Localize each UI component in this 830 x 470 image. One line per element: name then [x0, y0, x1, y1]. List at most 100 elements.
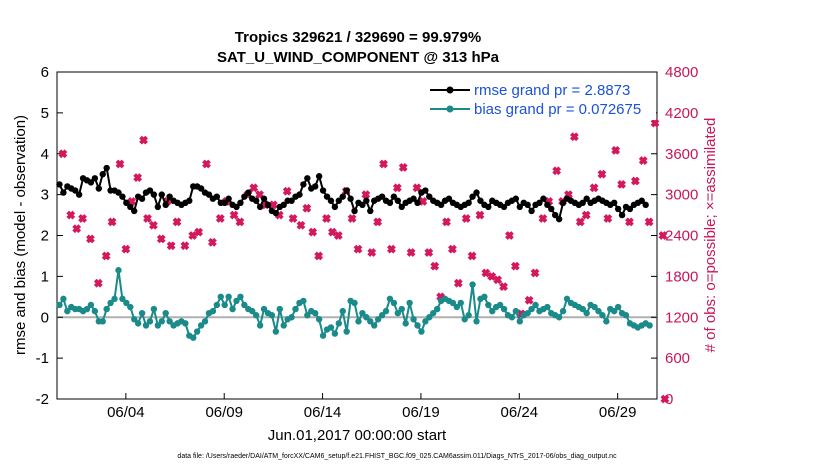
bias-series [56, 267, 653, 341]
bias-point [611, 307, 618, 315]
bias-point [422, 318, 429, 325]
obs-marker [630, 176, 640, 186]
x-axis-label: Jun.01,2017 00:00:00 start [268, 427, 447, 444]
rmse-point [544, 201, 551, 209]
rmse-point [272, 209, 280, 217]
obs-marker [166, 241, 176, 251]
bias-point [496, 301, 504, 309]
rmse-point [115, 189, 122, 196]
y-axis-label: rmse and bias (model - observation) [12, 115, 29, 355]
bias-point [430, 309, 437, 317]
rmse-point [162, 201, 169, 209]
obs-marker [215, 214, 225, 223]
bias-point [544, 303, 551, 311]
bias-point [182, 320, 189, 327]
rmse-point [131, 207, 138, 215]
bias-point [131, 316, 138, 323]
bias-point [213, 301, 221, 309]
bias-point [524, 309, 531, 317]
bias-point [237, 293, 244, 301]
rmse-point [60, 189, 67, 196]
rmse-point [347, 195, 354, 202]
rmse-point [626, 205, 634, 213]
chart-title-line2: SAT_U_WIND_COMPONENT @ 313 hPa [217, 49, 500, 66]
rmse-point [469, 193, 476, 200]
bias-point [201, 318, 209, 325]
obs-marker [650, 118, 660, 128]
y-tick-right-label: 4800 [665, 64, 698, 81]
y-tick-left-label: 5 [41, 105, 49, 122]
obs-marker [379, 159, 388, 169]
x-axis: 06/04 06/09 06/14 06/19 06/24 06/29 [107, 393, 636, 421]
obs-marker [617, 180, 626, 189]
obs-marker [149, 220, 158, 230]
rmse-point [528, 207, 535, 215]
rmse-point [398, 203, 405, 211]
obs-marker [418, 197, 428, 206]
rmse-point [555, 215, 563, 223]
bias-point [414, 322, 421, 329]
bias-point [272, 328, 280, 335]
rmse-point [146, 187, 154, 194]
chart-title-line1: Tropics 329621 / 329690 = 99.979% [235, 29, 481, 46]
obs-marker [58, 149, 68, 159]
bias-point [563, 295, 571, 303]
bias-point [390, 299, 398, 307]
bias-point [154, 322, 162, 329]
obs-marker [589, 183, 599, 193]
rmse-point [99, 170, 106, 178]
rmse-point [473, 189, 480, 196]
bias-point [410, 316, 417, 323]
bias-point [119, 295, 126, 303]
rmse-point [304, 175, 311, 182]
legend-box [428, 78, 656, 120]
bias-point [99, 318, 106, 325]
bias-point [355, 318, 362, 325]
bias-point [315, 316, 323, 323]
rmse-point [548, 205, 555, 213]
rmse-point [280, 201, 287, 209]
bias-point [489, 307, 496, 315]
rmse-point [319, 187, 327, 194]
rmse-point [260, 195, 268, 202]
y-tick-left-label: 3 [41, 187, 49, 204]
obs-marker [322, 214, 331, 223]
bias-point [579, 305, 586, 313]
bias-point [398, 305, 405, 313]
rmse-point [225, 195, 232, 202]
obs-marker [367, 248, 377, 257]
obs-marker [86, 234, 95, 244]
bias-point [300, 297, 307, 305]
bias-point [394, 309, 402, 317]
rmse-point [264, 201, 272, 209]
obs-marker [78, 214, 87, 223]
obs-marker [296, 220, 306, 230]
rmse-point [614, 205, 622, 213]
obs-marker [156, 234, 166, 244]
bias-point [335, 320, 343, 327]
y-tick-right-label: 3600 [665, 146, 698, 163]
plot-area [56, 71, 658, 400]
y-tick-right-label: 3000 [665, 187, 698, 204]
rmse-point [410, 195, 417, 202]
bias-point [433, 305, 441, 313]
rmse-point [343, 187, 350, 194]
obs-marker [127, 197, 137, 206]
obs-marker [302, 203, 312, 213]
bias-point [197, 322, 205, 329]
rmse-point [327, 197, 335, 204]
y-axis-right-label: # of obs: o=possible; ×=assimilated [702, 118, 719, 353]
rmse-point [71, 187, 79, 194]
bias-point [319, 332, 327, 339]
bias-point [138, 309, 146, 317]
bias-point [406, 299, 413, 307]
rmse-point [378, 193, 386, 200]
y-tick-left-label: 0 [41, 309, 49, 326]
obs-marker [194, 227, 204, 237]
bias-point [233, 297, 240, 305]
bias-point [193, 328, 201, 335]
rmse-point [237, 199, 244, 206]
obs-marker [552, 166, 562, 176]
bias-point [327, 324, 335, 331]
bias-point [516, 318, 523, 325]
